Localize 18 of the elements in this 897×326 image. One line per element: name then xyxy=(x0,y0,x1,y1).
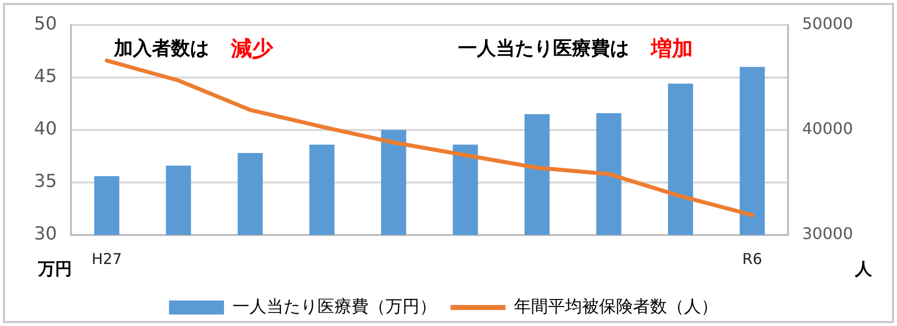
y2-tick-label: 50000 xyxy=(802,14,854,33)
y-tick-label: 45 xyxy=(34,66,57,88)
x-tick-label: R6 xyxy=(742,250,762,268)
y-tick-label: 30 xyxy=(34,224,57,245)
legend-label: 一人当たり医療費（万円） xyxy=(232,296,436,317)
y-axis-title: 万円 xyxy=(37,259,72,280)
annotation: 増加 xyxy=(650,36,694,60)
annotation: 一人当たり医療費は xyxy=(458,38,630,60)
y2-tick-label: 40000 xyxy=(802,119,854,138)
annotation: 減少 xyxy=(230,36,274,60)
y2-axis-title: 人 xyxy=(854,259,873,280)
legend-label: 年間平均被保険者数（人） xyxy=(514,296,718,317)
annotation: 加入者数は xyxy=(112,38,209,60)
y-tick-label: 40 xyxy=(34,118,57,140)
x-tick-label: H27 xyxy=(92,250,122,268)
y-tick-label: 35 xyxy=(34,171,57,192)
y-tick-label: 50 xyxy=(34,13,57,34)
y2-tick-label: 30000 xyxy=(802,224,854,244)
